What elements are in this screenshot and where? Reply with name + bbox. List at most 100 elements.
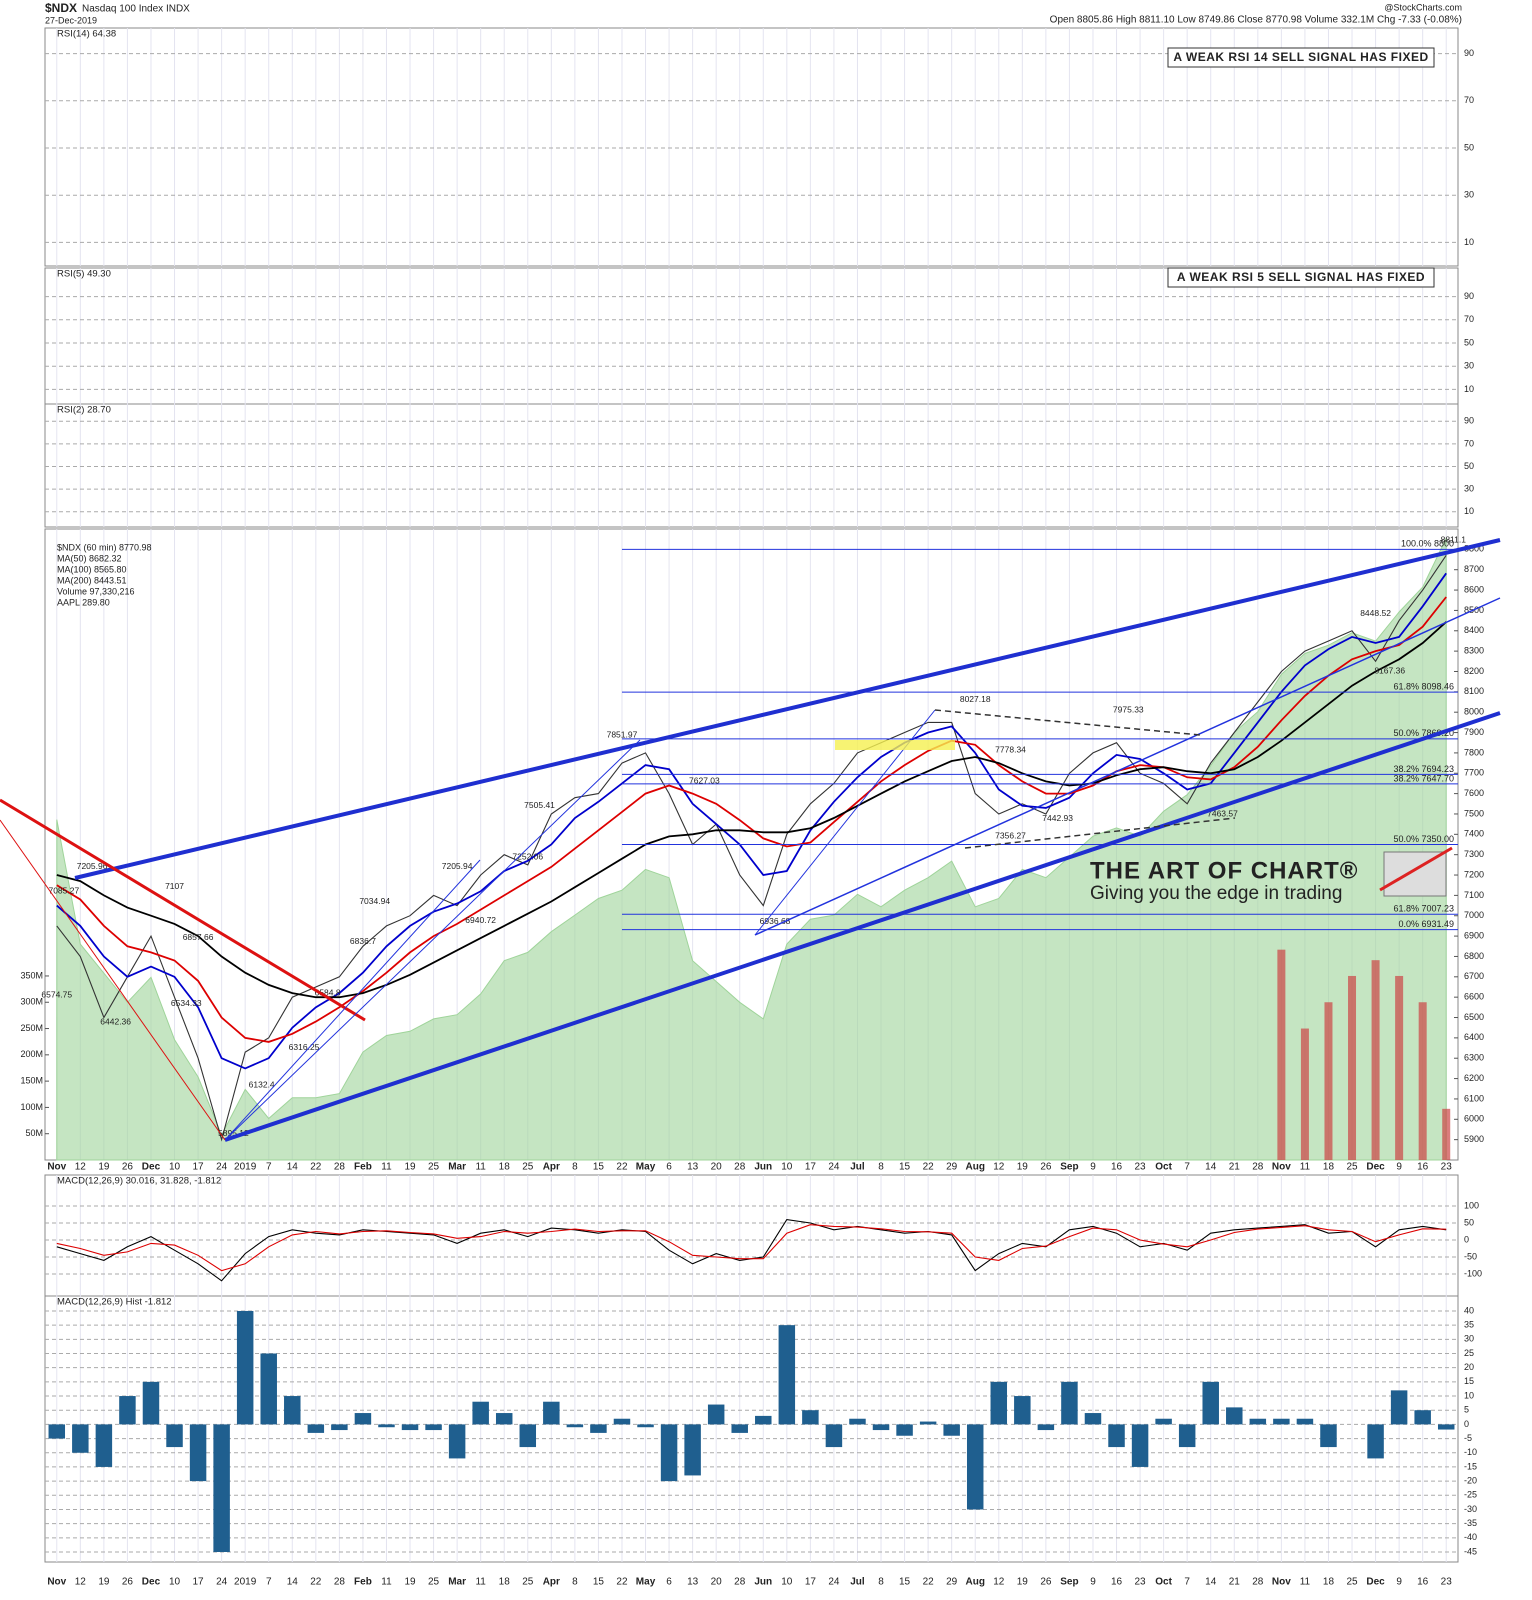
x-tick-label: 8 [572, 1162, 578, 1173]
x-tick-label: 8 [878, 1162, 884, 1173]
trendline [964, 817, 1236, 849]
x-tick-label: 17 [805, 1162, 817, 1173]
y-tick-label: 5900 [1464, 1134, 1484, 1144]
y-tick-label: 6200 [1464, 1073, 1484, 1083]
y-tick-label: 6800 [1464, 951, 1484, 961]
x-tick-label: 2019 [234, 1577, 257, 1588]
x-tick-label: 16 [1417, 1577, 1429, 1588]
x-tick-label: 20 [711, 1577, 723, 1588]
hist-bar [1320, 1424, 1337, 1448]
y-tick-label: 10 [1464, 384, 1474, 394]
y2-tick-label: 50M [25, 1128, 43, 1138]
legend-entry: MA(50) 8682.32 [57, 553, 122, 563]
pivot-label: 7085.27 [48, 886, 79, 896]
x-tick-label: Sep [1060, 1162, 1078, 1173]
hist-bar [966, 1424, 984, 1510]
y-tick-label: -20 [1464, 1475, 1477, 1485]
annotation-box [1167, 47, 1435, 68]
y-tick-label: 40 [1464, 1305, 1474, 1315]
hist-bar [378, 1424, 395, 1428]
trendline [0, 798, 366, 1022]
panel-label: RSI(2) 28.70 [57, 405, 111, 416]
hist-bar [684, 1424, 701, 1476]
rsi14-frame [44, 27, 1459, 267]
hist-bar [943, 1424, 960, 1436]
x-tick-label: Nov [47, 1577, 66, 1588]
y2-tick-label: 100M [20, 1102, 43, 1112]
logo-title: THE ART OF CHART® [1090, 857, 1358, 884]
x-tick-label: 13 [687, 1162, 699, 1173]
x-tick-label: 14 [287, 1577, 299, 1588]
pivot-label: 8027.18 [960, 694, 991, 704]
hist-bar [896, 1424, 913, 1436]
x-tick-label: 28 [334, 1577, 346, 1588]
hist-bar [660, 1424, 678, 1482]
x-tick-label: 29 [946, 1162, 958, 1173]
x-tick-label: Dec [142, 1577, 161, 1588]
x-tick-label: 25 [522, 1162, 534, 1173]
x-tick-label: Aug [965, 1577, 984, 1588]
y-tick-label: 70 [1464, 438, 1474, 448]
y-tick-label: 30 [1464, 190, 1474, 200]
line [56, 1224, 1447, 1272]
y-tick-label: -100 [1464, 1268, 1482, 1278]
x-tick-label: 9 [1090, 1162, 1096, 1173]
x-tick-label: 11 [381, 1577, 392, 1588]
pivot-label: 6442.36 [100, 1016, 131, 1026]
y-tick-label: 90 [1464, 48, 1474, 58]
fib-label: 38.2% 7694.23 [1393, 764, 1454, 774]
x-tick-label: Apr [543, 1577, 560, 1588]
legend-entry: $NDX (60 min) 8770.98 [57, 542, 152, 552]
hist-bar [1155, 1418, 1172, 1425]
volume-bar [1371, 960, 1380, 1160]
x-tick-label: 16 [1111, 1162, 1123, 1173]
quote: Open 8805.86 High 8811.10 Low 8749.86 Cl… [1050, 15, 1462, 26]
hist-bar [95, 1424, 113, 1467]
x-tick-label: 21 [1229, 1162, 1241, 1173]
hist-bar [566, 1424, 584, 1428]
line [56, 596, 1447, 1043]
y-tick-label: 7800 [1464, 747, 1484, 757]
pivot-label: 7252.06 [512, 852, 543, 862]
logo-tagline: Giving you the edge in trading [1090, 883, 1342, 904]
hist-bar [425, 1424, 442, 1431]
y-tick-label: -45 [1464, 1546, 1477, 1556]
x-tick-label: 7 [266, 1162, 272, 1173]
hist-bar [1437, 1424, 1455, 1430]
y-tick-label: -35 [1464, 1518, 1477, 1528]
hist-bar [990, 1381, 1008, 1425]
fib-label: 0.0% 6931.49 [1398, 919, 1454, 929]
hist-bar [1084, 1413, 1102, 1425]
x-tick-label: 11 [475, 1162, 486, 1173]
hist-bar [72, 1424, 89, 1453]
pivot-label: 7463.57 [1207, 809, 1238, 819]
y-tick-label: 7400 [1464, 829, 1484, 839]
fib-label: 38.2% 7647.70 [1393, 773, 1454, 783]
pivot-label: 6316.25 [289, 1042, 320, 1052]
x-tick-label: 15 [593, 1577, 605, 1588]
y-tick-label: 8000 [1464, 707, 1484, 717]
x-tick-label: Feb [354, 1577, 372, 1588]
hist-bar [1273, 1418, 1290, 1425]
x-tick-label: 22 [923, 1162, 935, 1173]
legend-entry: MA(100) 8565.80 [57, 564, 127, 574]
y-tick-label: 6400 [1464, 1032, 1484, 1042]
annotation: A WEAK RSI 5 SELL SIGNAL HAS FIXED [1177, 270, 1425, 284]
y-tick-label: 50 [1464, 1217, 1474, 1227]
panel-label: MACD(12,26,9) Hist -1.812 [57, 1297, 172, 1308]
y-tick-label: 30 [1464, 361, 1474, 371]
x-tick-label: 23 [1441, 1162, 1453, 1173]
x-tick-label: 9 [1090, 1577, 1096, 1588]
pivot-label: 7778.34 [995, 745, 1026, 755]
y2-tick-label: 300M [20, 997, 43, 1007]
hist-bar [307, 1424, 325, 1433]
x-tick-label: Dec [1366, 1162, 1385, 1173]
x-tick-label: 8 [878, 1577, 884, 1588]
y-tick-label: 35 [1464, 1320, 1474, 1330]
x-tick-label: 2019 [234, 1162, 257, 1173]
logo: THE ART OF CHART® Giving you the edge in… [1090, 846, 1453, 904]
pivot-label: 5895.12 [218, 1128, 249, 1138]
trendline [224, 739, 641, 1141]
x-tick-label: 23 [1441, 1577, 1453, 1588]
pivot-label: 7627.03 [689, 775, 720, 785]
